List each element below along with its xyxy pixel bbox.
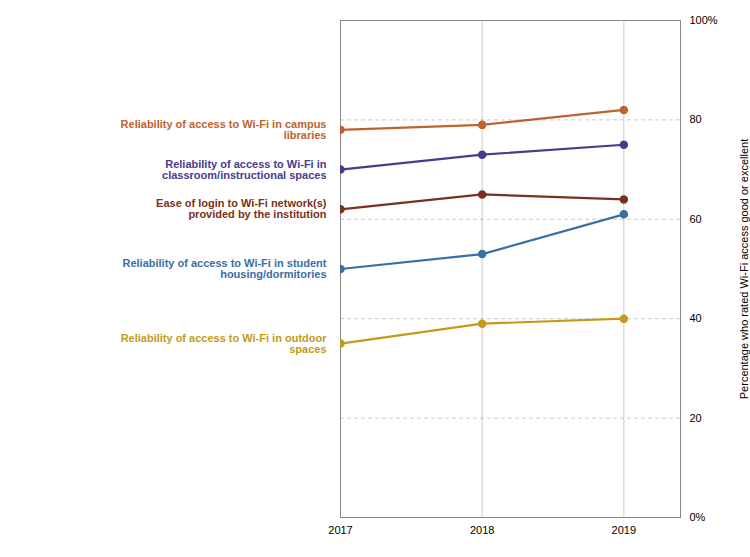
svg-text:2019: 2019 <box>612 524 636 536</box>
svg-text:Reliability of access to Wi-Fi: Reliability of access to Wi-Fi in studen… <box>122 257 326 280</box>
svg-text:Ease of login to Wi-Fi network: Ease of login to Wi-Fi network(s)provide… <box>156 197 327 220</box>
svg-text:60: 60 <box>690 213 702 225</box>
svg-text:Percentage who rated Wi-Fi acc: Percentage who rated Wi-Fi access good o… <box>738 139 750 399</box>
svg-text:80: 80 <box>690 113 702 125</box>
svg-text:2017: 2017 <box>328 524 352 536</box>
svg-text:100%: 100% <box>690 14 718 26</box>
svg-text:Reliability of access to Wi-Fi: Reliability of access to Wi-Fi inclassro… <box>162 158 327 181</box>
svg-text:0%: 0% <box>690 511 706 523</box>
svg-text:Reliability of access to Wi-Fi: Reliability of access to Wi-Fi in campus… <box>121 118 327 141</box>
svg-text:20: 20 <box>690 412 702 424</box>
svg-text:2018: 2018 <box>470 524 494 536</box>
svg-text:Reliability of access to Wi-Fi: Reliability of access to Wi-Fi in outdoo… <box>121 332 328 355</box>
svg-text:40: 40 <box>690 312 702 324</box>
